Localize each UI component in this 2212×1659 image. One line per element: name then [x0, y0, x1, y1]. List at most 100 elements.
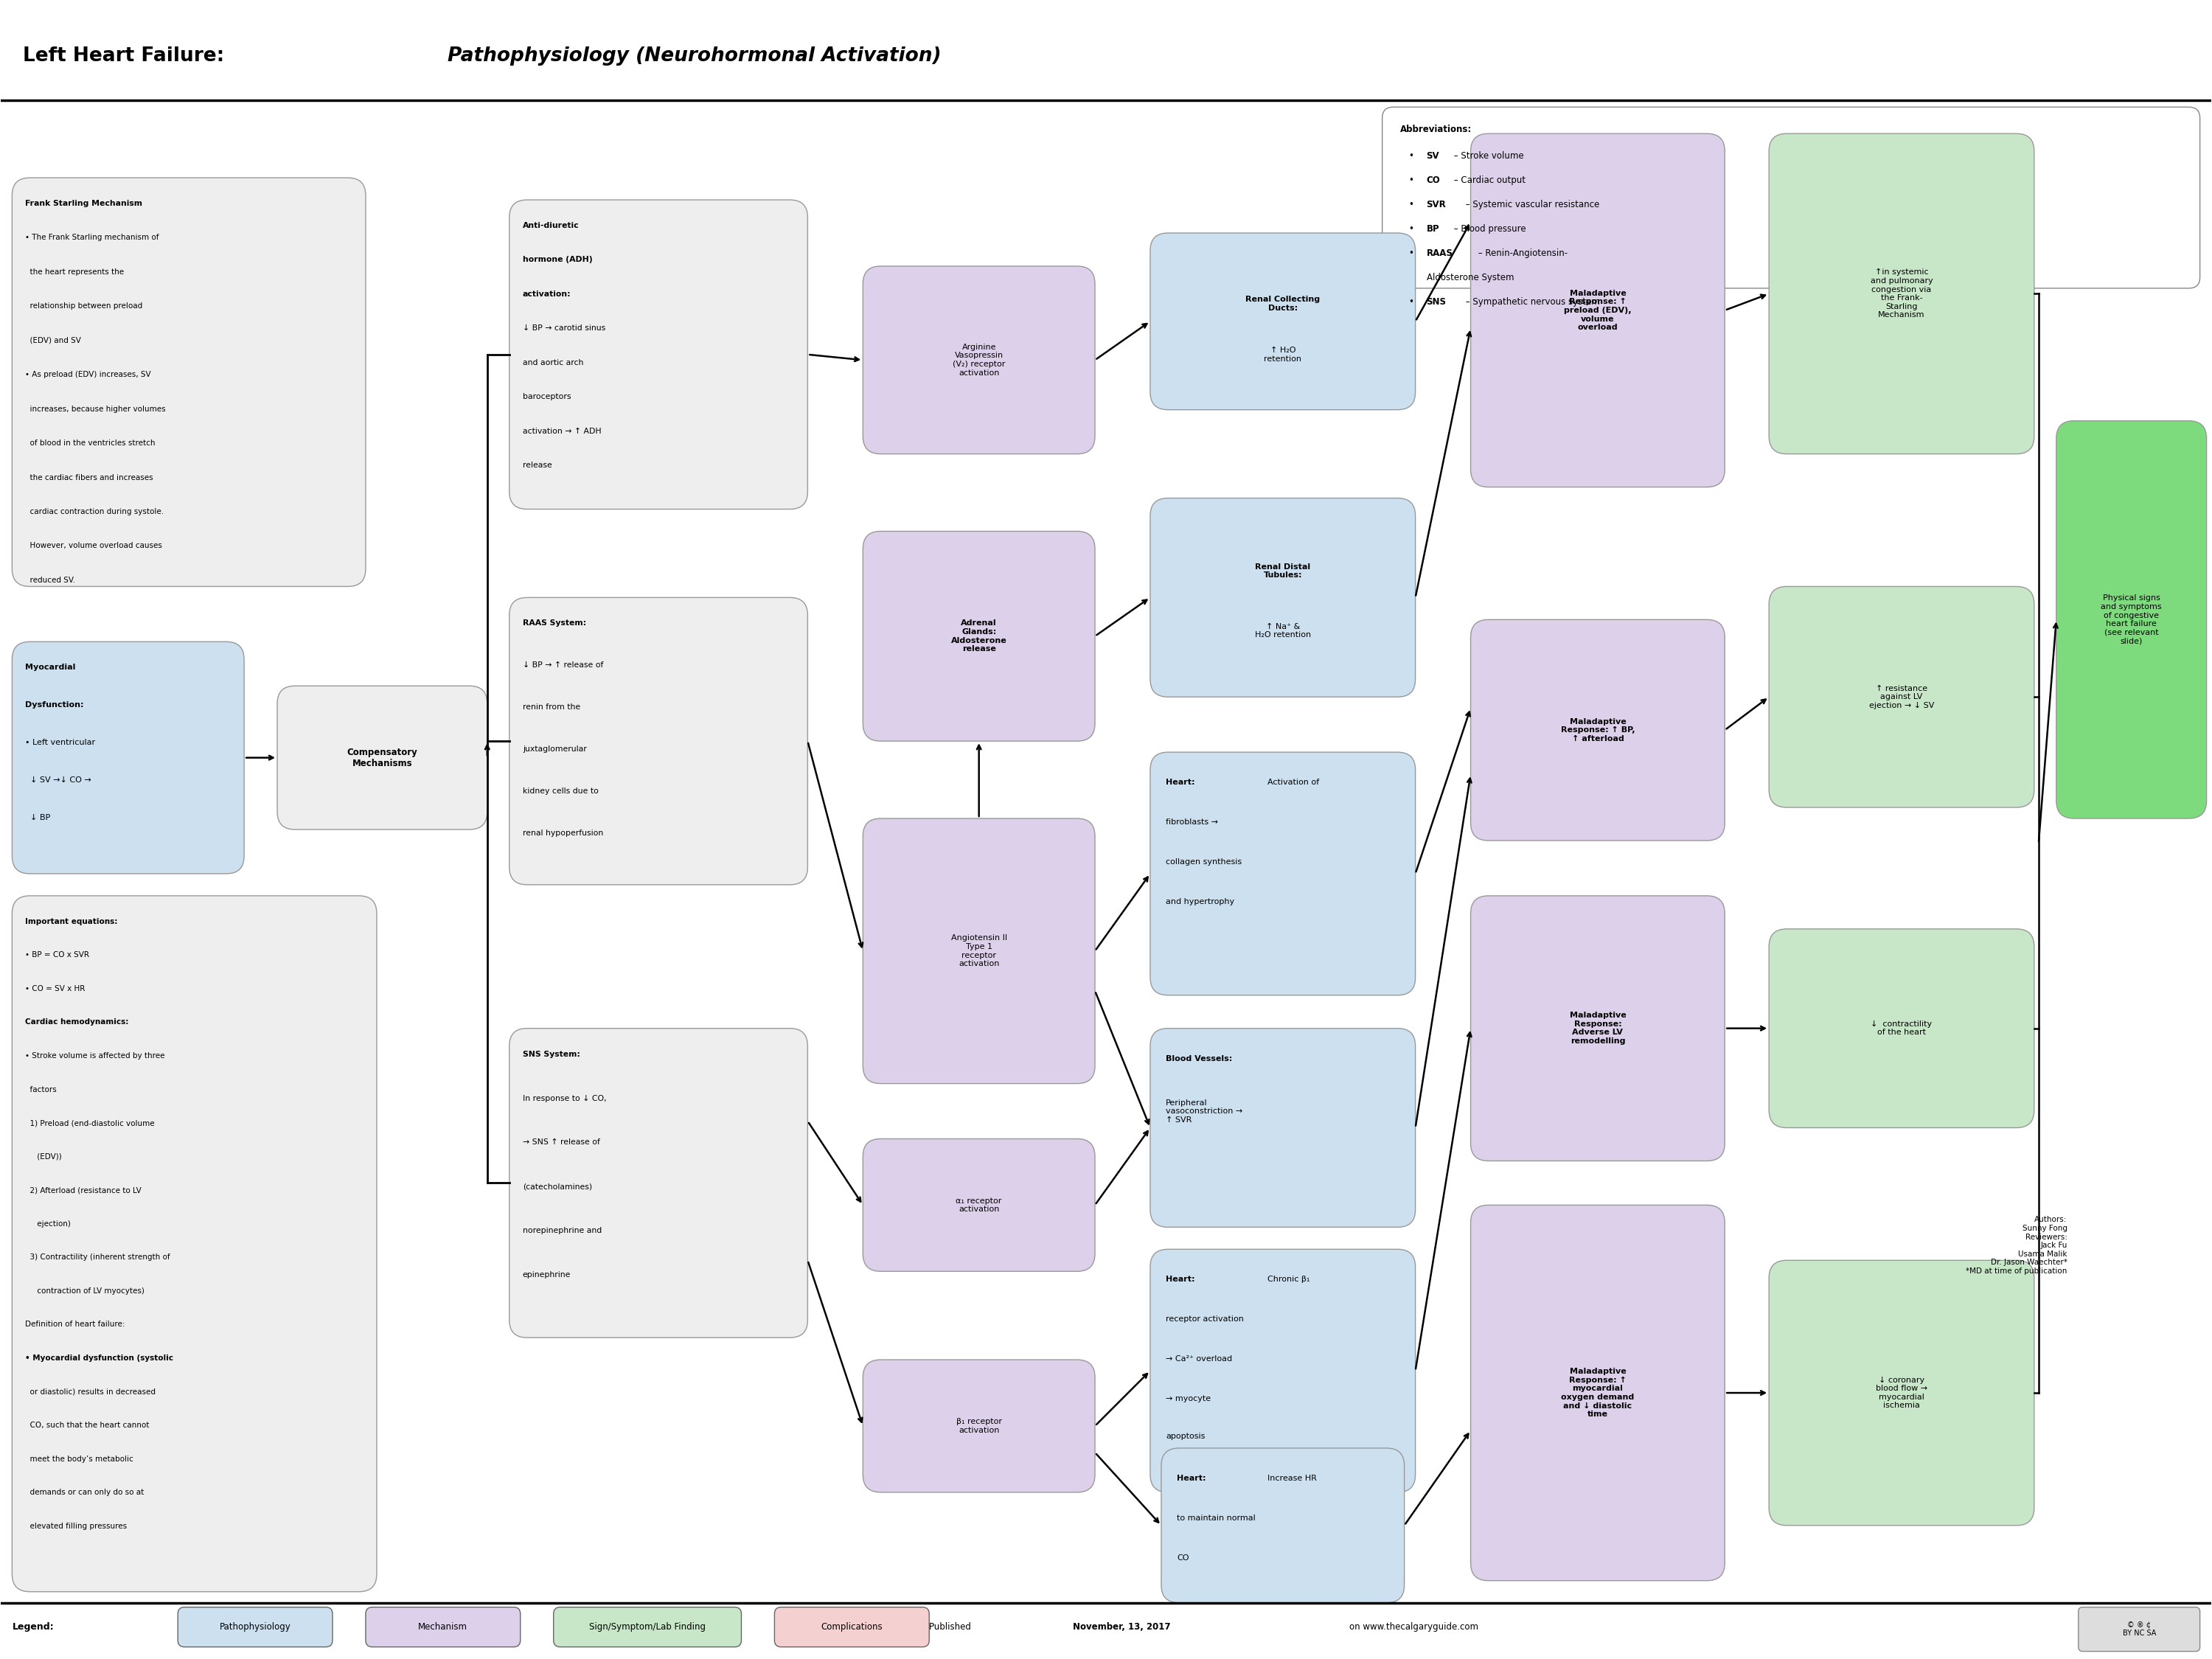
Text: Pathophysiology: Pathophysiology — [219, 1623, 290, 1632]
FancyBboxPatch shape — [553, 1608, 741, 1647]
Text: Arginine
Vasopressin
(V₂) receptor
activation: Arginine Vasopressin (V₂) receptor activ… — [953, 343, 1004, 377]
Text: norepinephrine and: norepinephrine and — [522, 1228, 602, 1234]
FancyBboxPatch shape — [1150, 1249, 1416, 1493]
Text: juxtaglomerular: juxtaglomerular — [522, 745, 586, 753]
Text: Aldosterone System: Aldosterone System — [1427, 272, 1513, 282]
Text: • Stroke volume is affected by three: • Stroke volume is affected by three — [24, 1052, 166, 1060]
Text: Maladaptive
Response: ↑ BP,
↑ afterload: Maladaptive Response: ↑ BP, ↑ afterload — [1562, 718, 1635, 742]
FancyBboxPatch shape — [1150, 498, 1416, 697]
FancyBboxPatch shape — [1471, 1204, 1725, 1581]
Text: of blood in the ventricles stretch: of blood in the ventricles stretch — [24, 440, 155, 446]
Text: → myocyte: → myocyte — [1166, 1395, 1210, 1402]
Text: – Systemic vascular resistance: – Systemic vascular resistance — [1462, 199, 1599, 209]
Text: SNS: SNS — [1427, 297, 1447, 307]
FancyBboxPatch shape — [11, 178, 365, 587]
Text: Pathophysiology (Neurohormonal Activation): Pathophysiology (Neurohormonal Activatio… — [447, 46, 940, 66]
FancyBboxPatch shape — [863, 265, 1095, 455]
Text: ↑in systemic
and pulmonary
congestion via
the Frank-
Starling
Mechanism: ↑in systemic and pulmonary congestion vi… — [1871, 269, 1933, 319]
Text: ↑ H₂O
retention: ↑ H₂O retention — [1263, 347, 1301, 362]
Text: Sign/Symptom/Lab Finding: Sign/Symptom/Lab Finding — [588, 1623, 706, 1632]
FancyBboxPatch shape — [863, 818, 1095, 1083]
Text: In response to ↓ CO,: In response to ↓ CO, — [522, 1095, 606, 1102]
Text: activation:: activation: — [522, 290, 571, 299]
Text: release: release — [522, 461, 551, 469]
Text: © ® ¢
BY NC SA: © ® ¢ BY NC SA — [2124, 1621, 2157, 1637]
Text: Definition of heart failure:: Definition of heart failure: — [24, 1321, 126, 1329]
FancyBboxPatch shape — [11, 642, 243, 874]
FancyBboxPatch shape — [1150, 1029, 1416, 1228]
Text: Dysfunction:: Dysfunction: — [24, 702, 84, 708]
Text: • BP = CO x SVR: • BP = CO x SVR — [24, 952, 88, 959]
Text: ↓ BP → carotid sinus: ↓ BP → carotid sinus — [522, 325, 606, 332]
FancyBboxPatch shape — [509, 597, 807, 884]
FancyBboxPatch shape — [2079, 1608, 2201, 1651]
Text: cardiac contraction during systole.: cardiac contraction during systole. — [24, 508, 164, 516]
Text: (catecholamines): (catecholamines) — [522, 1183, 593, 1191]
Text: Heart:: Heart: — [1177, 1475, 1206, 1481]
Text: Adrenal
Glands:
Aldosterone
release: Adrenal Glands: Aldosterone release — [951, 620, 1006, 652]
Text: CO: CO — [1177, 1554, 1188, 1561]
FancyBboxPatch shape — [11, 896, 376, 1591]
FancyBboxPatch shape — [1161, 1448, 1405, 1603]
Text: ↓ SV →↓ CO →: ↓ SV →↓ CO → — [24, 776, 91, 783]
Text: renal hypoperfusion: renal hypoperfusion — [522, 830, 604, 836]
Text: Maladaptive
Response:
Adverse LV
remodelling: Maladaptive Response: Adverse LV remodel… — [1571, 1012, 1626, 1045]
Text: baroceptors: baroceptors — [522, 393, 571, 400]
FancyBboxPatch shape — [1471, 134, 1725, 488]
Text: Maladaptive
Response: ↑
preload (EDV),
volume
overload: Maladaptive Response: ↑ preload (EDV), v… — [1564, 290, 1632, 332]
Text: fibroblasts →: fibroblasts → — [1166, 818, 1219, 826]
Text: Angiotensin II
Type 1
receptor
activation: Angiotensin II Type 1 receptor activatio… — [951, 934, 1006, 967]
Text: Heart:: Heart: — [1166, 1276, 1194, 1282]
Text: November, 13, 2017: November, 13, 2017 — [1073, 1623, 1170, 1632]
Text: Chronic β₁: Chronic β₁ — [1267, 1276, 1310, 1282]
Text: factors: factors — [24, 1085, 58, 1093]
FancyBboxPatch shape — [863, 1360, 1095, 1493]
FancyBboxPatch shape — [1770, 1261, 2035, 1525]
Text: •: • — [1409, 224, 1413, 234]
Text: – Cardiac output: – Cardiac output — [1451, 176, 1526, 186]
Text: ↓ coronary
blood flow →
myocardial
ischemia: ↓ coronary blood flow → myocardial ische… — [1876, 1377, 1927, 1410]
Text: Maladaptive
Response: ↑
myocardial
oxygen demand
and ↓ diastolic
time: Maladaptive Response: ↑ myocardial oxyge… — [1562, 1367, 1635, 1418]
Text: Heart:: Heart: — [1166, 778, 1194, 786]
FancyBboxPatch shape — [1150, 752, 1416, 995]
FancyBboxPatch shape — [509, 199, 807, 509]
Text: – Stroke volume: – Stroke volume — [1451, 151, 1524, 161]
Text: However, volume overload causes: However, volume overload causes — [24, 542, 161, 549]
Text: the heart represents the: the heart represents the — [24, 269, 124, 275]
Text: apoptosis: apoptosis — [1166, 1433, 1206, 1440]
Text: Complications: Complications — [821, 1623, 883, 1632]
FancyBboxPatch shape — [863, 1138, 1095, 1271]
Text: the cardiac fibers and increases: the cardiac fibers and increases — [24, 474, 153, 481]
FancyBboxPatch shape — [276, 685, 487, 830]
Text: 3) Contractility (inherent strength of: 3) Contractility (inherent strength of — [24, 1254, 170, 1261]
Text: 2) Afterload (resistance to LV: 2) Afterload (resistance to LV — [24, 1186, 142, 1194]
FancyBboxPatch shape — [1770, 587, 2035, 808]
Text: Abbreviations:: Abbreviations: — [1400, 124, 1471, 134]
FancyBboxPatch shape — [509, 1029, 807, 1337]
Text: •: • — [1409, 199, 1413, 209]
Text: • Left ventricular: • Left ventricular — [24, 738, 95, 747]
Text: reduced SV.: reduced SV. — [24, 577, 75, 584]
Text: Renal Collecting
Ducts:: Renal Collecting Ducts: — [1245, 295, 1321, 312]
FancyBboxPatch shape — [863, 531, 1095, 742]
Text: activation → ↑ ADH: activation → ↑ ADH — [522, 428, 602, 435]
Text: SVR: SVR — [1427, 199, 1447, 209]
FancyBboxPatch shape — [774, 1608, 929, 1647]
Text: CO, such that the heart cannot: CO, such that the heart cannot — [24, 1422, 150, 1428]
Text: to maintain normal: to maintain normal — [1177, 1515, 1256, 1521]
FancyBboxPatch shape — [1150, 232, 1416, 410]
Text: • As preload (EDV) increases, SV: • As preload (EDV) increases, SV — [24, 372, 150, 378]
Text: kidney cells due to: kidney cells due to — [522, 788, 599, 795]
Text: RAAS System:: RAAS System: — [522, 619, 586, 627]
Text: CO: CO — [1427, 176, 1440, 186]
FancyBboxPatch shape — [365, 1608, 520, 1647]
Text: (EDV) and SV: (EDV) and SV — [24, 337, 82, 343]
Text: hormone (ADH): hormone (ADH) — [522, 255, 593, 264]
Text: • CO = SV x HR: • CO = SV x HR — [24, 985, 86, 992]
Text: contraction of LV myocytes): contraction of LV myocytes) — [24, 1287, 144, 1294]
Text: α₁ receptor
activation: α₁ receptor activation — [956, 1198, 1002, 1213]
Text: Important equations:: Important equations: — [24, 917, 117, 926]
Text: β₁ receptor
activation: β₁ receptor activation — [956, 1418, 1002, 1433]
Text: relationship between preload: relationship between preload — [24, 302, 144, 310]
Text: Mechanism: Mechanism — [418, 1623, 467, 1632]
